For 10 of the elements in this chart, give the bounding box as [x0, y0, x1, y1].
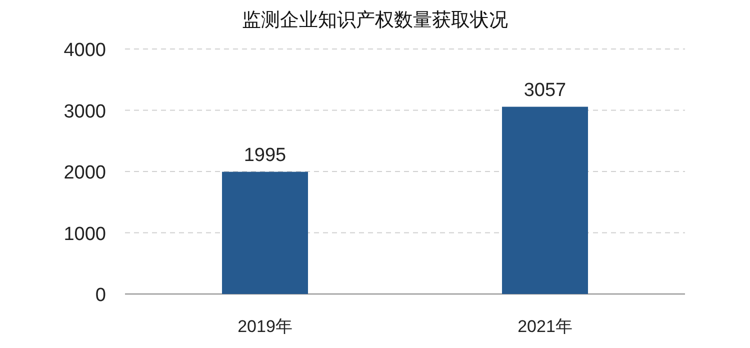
data-label: 3057 [524, 80, 566, 101]
ytick: 3000 [64, 101, 106, 122]
data-label: 1995 [244, 144, 286, 166]
title: 监测企业知识产权数量获取状况 [242, 10, 508, 31]
ytick: 0 [95, 285, 106, 306]
ytick: 2000 [64, 162, 106, 184]
ytick: 4000 [64, 40, 106, 61]
ytick: 1000 [64, 224, 106, 245]
xtick: 2019年 [238, 317, 292, 336]
xtick: 2021年 [518, 317, 572, 336]
